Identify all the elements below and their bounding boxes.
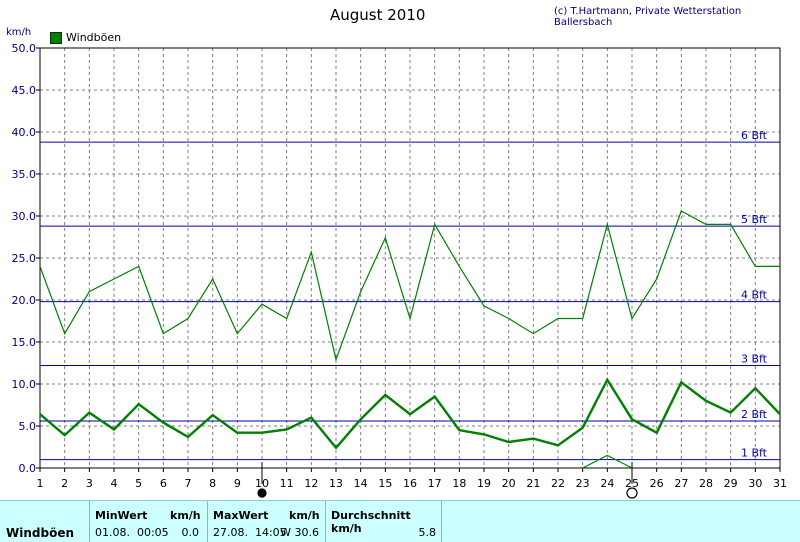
beaufort-label: 1 Bft [741,447,768,460]
y-tick-label: 20.0 [12,294,37,307]
max-datetime: 27.08. 14:05 [213,526,287,539]
x-tick-label: 9 [234,477,241,490]
x-tick-label: 1 [37,477,44,490]
x-tick-label: 26 [650,477,664,490]
y-axis-unit: km/h [6,27,32,38]
x-tick-label: 31 [773,477,787,490]
beaufort-label: 2 Bft [741,408,768,421]
avg-header: Durchschnitt km/h [331,509,411,535]
x-tick-label: 6 [160,477,167,490]
x-tick-label: 5 [135,477,142,490]
min-datetime: 01.08. 00:05 [95,526,169,539]
x-tick-label: 19 [477,477,491,490]
summary-table: Windböen MinWert km/h 01.08. 00:05 0.0 M… [0,500,800,542]
series-line-max [39,210,780,362]
max-unit: km/h [289,509,320,522]
avg-cell: Durchschnitt km/h 5.8 [325,501,442,542]
y-tick-label: 10.0 [12,378,37,391]
series [39,210,781,469]
min-header: MinWert [95,509,148,522]
min-unit: km/h [170,509,201,522]
x-tick-label: 3 [86,477,93,490]
y-tick-label: 25.0 [12,252,37,265]
x-tick-label: 11 [280,477,294,490]
y-tick-label: 0.0 [19,462,37,475]
x-tick-label: 23 [576,477,590,490]
x-tick-label: 24 [600,477,614,490]
x-tick-label: 14 [354,477,368,490]
new-moon-icon [257,488,267,498]
axes: 0.0 5.0 10.0 15.0 20.0 25.0 30.0 35.0 40.0 45.0 50… [12,42,788,490]
chart-title: August 2010 [330,6,426,24]
x-tick-label: 8 [209,477,216,490]
moon-phases [257,462,638,499]
x-tick-label: 16 [403,477,417,490]
x-tick-label: 12 [304,477,318,490]
max-header: MaxWert [213,509,269,522]
x-tick-label: 13 [329,477,343,490]
y-tick-label: 35.0 [12,168,37,181]
max-cell: MaxWert km/h 27.08. 14:05 W 30.6 [207,501,324,542]
y-tick-label: 30.0 [12,210,37,223]
plot-frame [39,47,781,469]
x-tick-label: 28 [699,477,713,490]
series-line-min [582,454,633,469]
x-tick-label: 20 [502,477,516,490]
y-tick-label: 15.0 [12,336,37,349]
x-tick-label: 7 [185,477,192,490]
x-tick-label: 27 [674,477,688,490]
x-tick-label: 18 [452,477,466,490]
legend-swatch [50,31,62,44]
x-tick-label: 15 [378,477,392,490]
series-line-avg [39,377,781,450]
x-tick-label: 4 [111,477,118,490]
avg-value: 5.8 [418,526,437,539]
min-cell: MinWert km/h 01.08. 00:05 0.0 [89,501,204,542]
grid [40,47,780,468]
min-value: 0.0 [181,526,200,539]
full-moon-icon [626,487,638,499]
y-tick-label: 40.0 [12,126,37,139]
x-tick-label: 22 [551,477,565,490]
max-value: W 30.6 [280,526,319,539]
chart-credit: (c) T.Hartmann, Private Wetterstation Ba… [554,6,742,28]
x-tick-label: 21 [526,477,540,490]
legend: Windböen [50,31,121,44]
beaufort-label: 3 Bft [741,353,768,366]
beaufort-lines: 1 Bft 2 Bft 3 Bft 4 Bft 5 Bft 6 Bft [40,129,780,461]
beaufort-label: 5 Bft [741,213,768,226]
x-tick-label: 30 [748,477,762,490]
legend-label: Windböen [66,31,122,44]
x-tick-label: 2 [61,477,68,490]
beaufort-label: 4 Bft [741,289,768,302]
y-tick-label: 5.0 [19,420,37,433]
x-tick-label: 17 [428,477,442,490]
x-tick-label: 29 [724,477,738,490]
y-tick-label: 45.0 [12,84,37,97]
beaufort-label: 6 Bft [741,129,768,142]
table-row-label: Windböen [6,526,74,540]
y-tick-label: 50.0 [12,42,37,55]
chart-area: 1 Bft 2 Bft 3 Bft 4 Bft 5 Bft 6 Bft 0.0 5.0 10.… [12,42,788,499]
